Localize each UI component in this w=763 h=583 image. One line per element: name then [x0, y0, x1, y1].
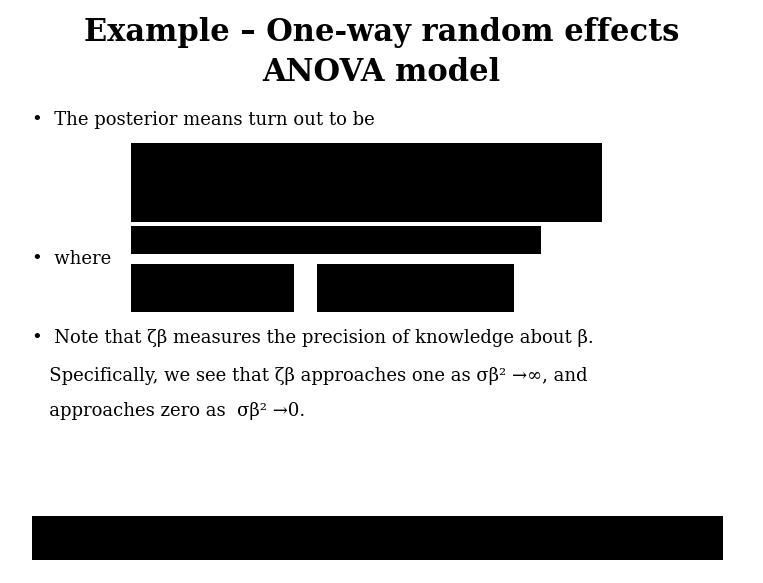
Text: •  The posterior means turn out to be: • The posterior means turn out to be	[32, 111, 375, 128]
Text: ANOVA model: ANOVA model	[262, 57, 501, 89]
FancyBboxPatch shape	[131, 143, 601, 222]
Text: Example – One-way random effects: Example – One-way random effects	[84, 16, 679, 48]
Text: Specifically, we see that ζβ approaches one as σβ² →∞, and: Specifically, we see that ζβ approaches …	[32, 367, 588, 385]
Text: •  where: • where	[32, 251, 111, 268]
Text: •  Note that ζβ measures the precision of knowledge about β.: • Note that ζβ measures the precision of…	[32, 329, 594, 347]
Text: approaches zero as  σβ² →0.: approaches zero as σβ² →0.	[32, 402, 306, 420]
FancyBboxPatch shape	[32, 516, 723, 560]
FancyBboxPatch shape	[131, 264, 295, 312]
FancyBboxPatch shape	[317, 264, 514, 312]
FancyBboxPatch shape	[131, 226, 541, 254]
